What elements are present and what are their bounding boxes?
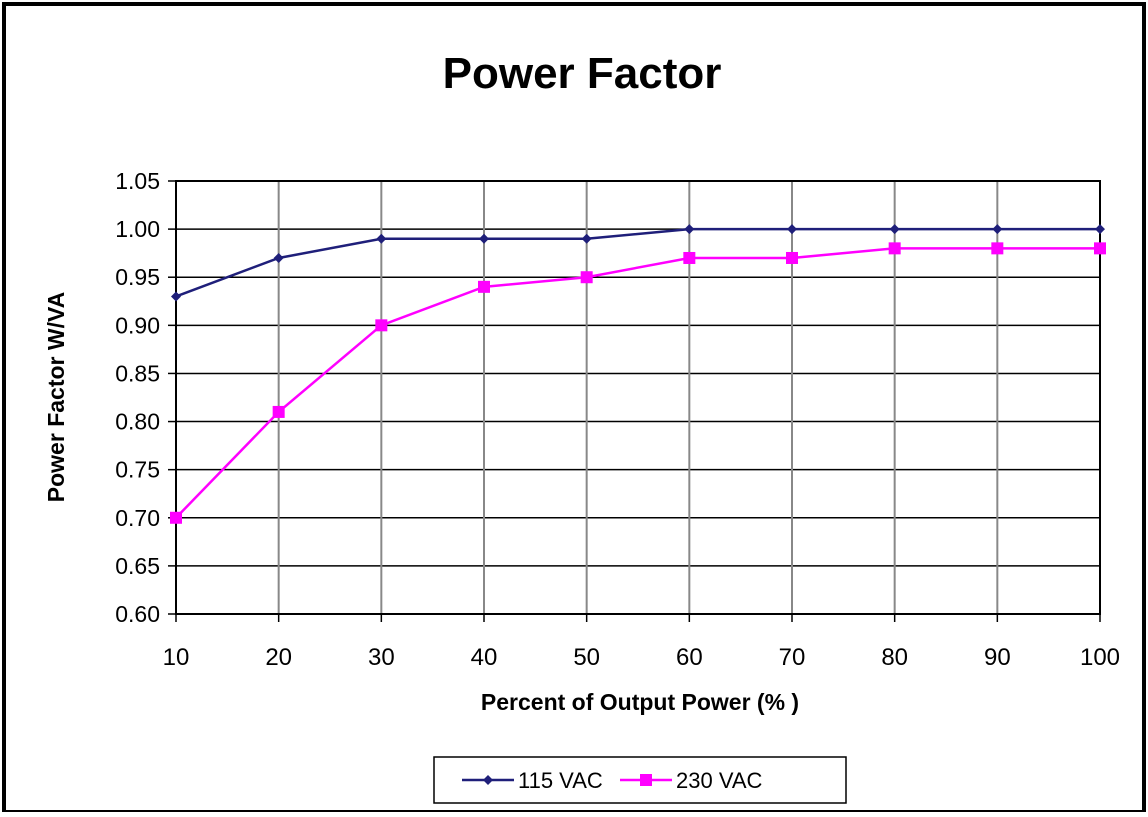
data-point (992, 224, 1003, 235)
legend-label: 115 VAC (518, 768, 603, 793)
data-point (683, 251, 696, 264)
data-point (479, 233, 489, 244)
series-line (175, 247, 1100, 519)
data-point (170, 511, 182, 524)
data-point (991, 242, 1004, 255)
x-tick-label: 100 (1080, 644, 1120, 671)
plot-area-border (175, 180, 1101, 615)
y-axis-label: Power Factor W/VA (43, 292, 69, 502)
legend-marker (483, 775, 493, 785)
data-point (888, 242, 901, 255)
legend-marker (640, 774, 652, 786)
data-point (786, 251, 798, 264)
chart-title: Power Factor (443, 49, 722, 98)
y-tick-label: 0.65 (115, 553, 160, 579)
x-axis-label: Percent of Output Power (% ) (481, 689, 799, 715)
data-point (889, 224, 900, 235)
y-tick-label: 0.90 (115, 312, 160, 338)
data-point (787, 224, 797, 235)
axis-layer (168, 180, 1101, 622)
y-tick-label: 1.05 (115, 168, 160, 194)
x-tick-label: 10 (163, 644, 190, 671)
x-tick-label: 30 (368, 644, 395, 671)
x-tick-label: 60 (676, 644, 703, 671)
data-point (1095, 224, 1105, 235)
series-0 (171, 224, 1105, 302)
data-point (272, 405, 285, 418)
legend: 115 VAC 230 VAC (433, 756, 847, 804)
x-tick-label: 50 (573, 644, 600, 671)
data-point (171, 291, 181, 302)
x-tick-label: 90 (984, 644, 1011, 671)
data-point (580, 271, 593, 284)
x-tick-label: 80 (881, 644, 908, 671)
x-tick-label: 20 (265, 644, 292, 671)
data-point (375, 319, 388, 332)
series-1 (170, 242, 1106, 524)
data-point (478, 280, 490, 293)
tick-layer: 0.60 0.65 0.70 0.75 0.80 0.85 0.90 0.95 1.00 1.05… (115, 168, 1120, 671)
y-tick-label: 0.95 (115, 264, 160, 290)
x-tick-label: 70 (779, 644, 806, 671)
series-layer (170, 224, 1106, 524)
data-point (376, 233, 387, 244)
data-point (684, 224, 695, 235)
series-line (175, 227, 1100, 298)
data-point (1094, 242, 1106, 255)
y-tick-label: 0.85 (115, 360, 160, 386)
y-tick-label: 0.70 (115, 505, 160, 531)
y-tick-label: 1.00 (115, 216, 160, 242)
y-tick-label: 0.80 (115, 409, 160, 435)
data-point (273, 252, 284, 263)
y-tick-label: 0.60 (115, 601, 160, 627)
x-tick-label: 40 (471, 644, 498, 671)
y-tick-label: 0.75 (115, 457, 160, 483)
data-point (581, 233, 592, 244)
legend-label: 230 VAC (676, 768, 763, 793)
